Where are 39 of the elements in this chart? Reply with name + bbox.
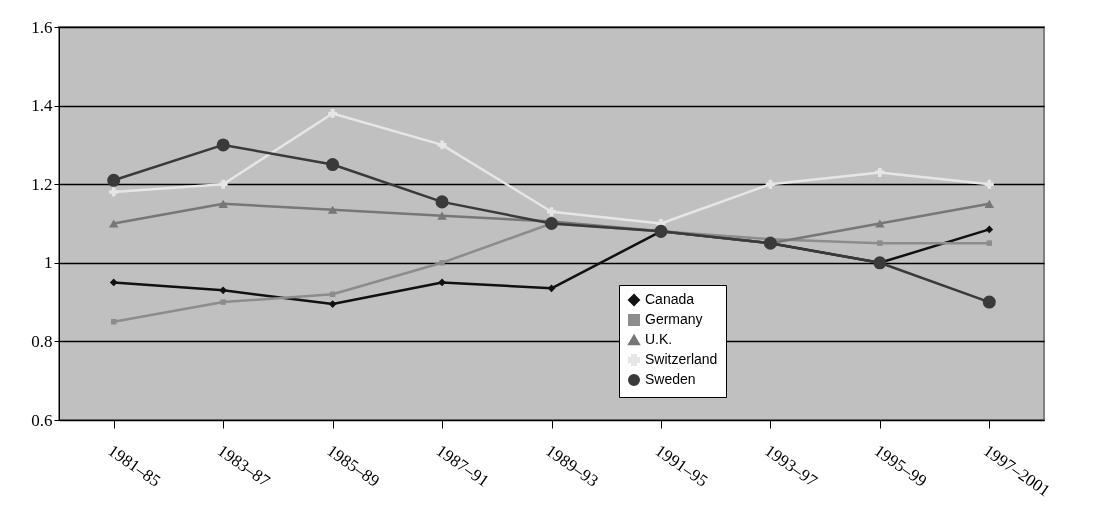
- point: [218, 179, 228, 189]
- point: [439, 260, 445, 266]
- legend-label: U.K.: [645, 331, 673, 347]
- legend-label: Canada: [645, 291, 695, 307]
- y-tick-label: 1.6: [31, 17, 53, 37]
- y-tick-label: 1.2: [31, 174, 53, 194]
- point: [218, 199, 228, 208]
- point: [327, 205, 338, 214]
- y-tick-label: 1: [44, 253, 53, 273]
- point: [219, 286, 228, 295]
- point: [877, 240, 883, 246]
- point: [437, 211, 447, 220]
- point: [109, 187, 119, 197]
- legend-label: Germany: [645, 311, 703, 327]
- legend-label: Switzerland: [645, 351, 718, 367]
- point: [108, 219, 119, 228]
- point: [326, 158, 340, 172]
- point: [438, 278, 446, 287]
- point: [986, 240, 993, 246]
- point: [328, 300, 337, 308]
- point: [984, 179, 994, 189]
- point: [765, 179, 775, 189]
- point: [437, 140, 447, 150]
- point: [109, 278, 118, 287]
- y-tick-label: 0.6: [31, 410, 53, 430]
- point: [544, 216, 559, 231]
- point: [984, 199, 995, 208]
- point: [985, 225, 994, 234]
- point: [875, 219, 885, 228]
- point: [982, 295, 996, 309]
- point: [216, 138, 230, 152]
- y-tick-label: 1.4: [31, 96, 53, 116]
- y-tick-label: 0.8: [31, 331, 53, 351]
- point: [875, 167, 885, 177]
- point: [435, 195, 449, 209]
- point: [107, 173, 121, 187]
- point: [547, 284, 556, 293]
- legend-label: Sweden: [645, 371, 696, 387]
- point: [220, 299, 226, 305]
